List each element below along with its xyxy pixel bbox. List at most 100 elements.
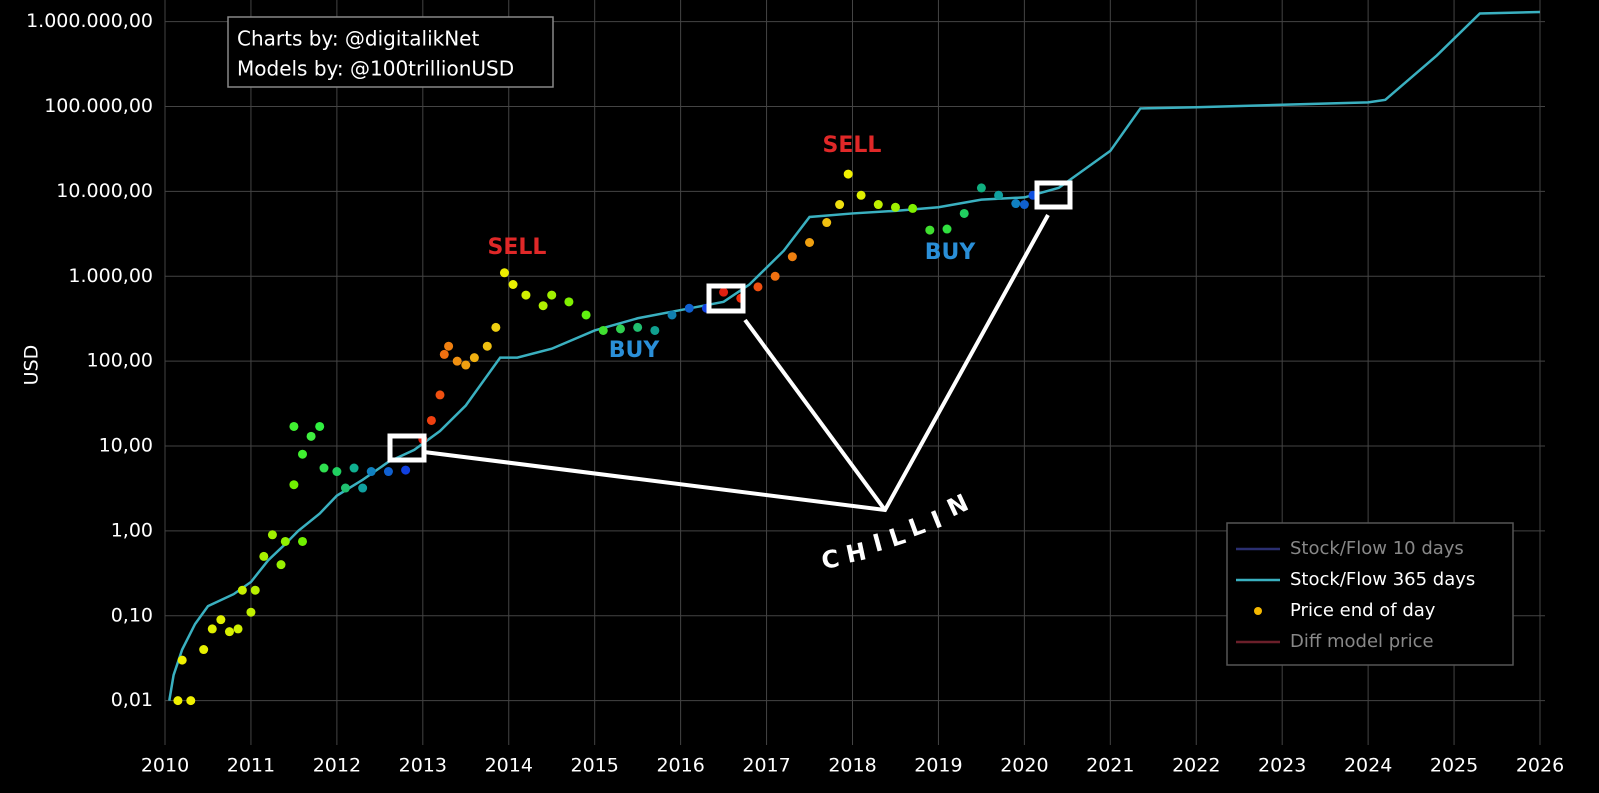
- price-point: [843, 169, 853, 179]
- price-point: [383, 467, 393, 477]
- x-tick-label: 2013: [399, 755, 447, 777]
- x-tick-label: 2021: [1086, 755, 1134, 777]
- price-point: [491, 322, 501, 332]
- price-point: [289, 421, 299, 431]
- x-tick-label: 2024: [1344, 755, 1392, 777]
- x-tick-label: 2016: [656, 755, 704, 777]
- price-point: [650, 325, 660, 335]
- price-point: [289, 480, 299, 490]
- price-point: [319, 463, 329, 473]
- price-point: [461, 360, 471, 370]
- price-point: [598, 325, 608, 335]
- price-point: [358, 483, 368, 493]
- price-point: [349, 463, 359, 473]
- credit-box: Charts by: @digitalikNet Models by: @100…: [227, 16, 554, 88]
- price-point: [508, 279, 518, 289]
- price-point: [925, 225, 935, 235]
- price-point: [280, 536, 290, 546]
- price-point: [787, 252, 797, 262]
- y-tick-label: 0,10: [111, 604, 153, 626]
- price-point: [315, 421, 325, 431]
- price-point: [452, 356, 462, 366]
- price-point: [298, 449, 307, 459]
- legend-label: Diff model price: [1290, 631, 1434, 652]
- price-point: [199, 645, 209, 655]
- y-tick-label: 1,00: [111, 519, 153, 541]
- y-tick-label: 10.000,00: [56, 180, 153, 202]
- price-point: [177, 655, 187, 665]
- x-tick-label: 2014: [485, 755, 533, 777]
- price-point: [499, 268, 509, 278]
- price-point: [856, 190, 866, 200]
- x-tick-label: 2025: [1430, 755, 1478, 777]
- price-point: [306, 431, 316, 441]
- price-point: [753, 282, 763, 292]
- x-tick-label: 2012: [313, 755, 361, 777]
- y-tick-label: 100,00: [87, 350, 153, 372]
- price-point: [233, 624, 243, 634]
- price-point: [633, 322, 643, 332]
- annotation-box: [706, 283, 746, 314]
- price-point: [207, 624, 217, 634]
- x-tick-label: 2020: [1000, 755, 1048, 777]
- x-tick-label: 2019: [914, 755, 962, 777]
- price-point: [1019, 200, 1029, 210]
- price-point: [959, 208, 969, 218]
- price-point: [224, 627, 234, 637]
- credit-line: Charts by: @digitalikNet: [237, 27, 479, 51]
- y-axis-label: USD: [21, 345, 43, 386]
- x-tick-label: 2011: [227, 755, 275, 777]
- x-tick-label: 2018: [828, 755, 876, 777]
- line-series: [168, 10, 1541, 701]
- price-point: [426, 415, 436, 425]
- x-tick-label: 2023: [1258, 755, 1306, 777]
- price-point: [267, 530, 277, 540]
- price-point: [805, 238, 815, 248]
- price-point: [237, 585, 247, 595]
- legend-label: Price end of day: [1290, 600, 1436, 621]
- price-point: [547, 290, 557, 300]
- x-tick-label: 2017: [742, 755, 790, 777]
- chillin-label: CHILLIN: [819, 489, 972, 575]
- x-tick-label: 2015: [571, 755, 619, 777]
- price-point: [890, 202, 900, 212]
- price-point: [770, 271, 780, 281]
- price-point: [186, 696, 196, 706]
- buy-label: BUY: [609, 338, 661, 363]
- price-point: [873, 200, 883, 210]
- price-point: [581, 310, 591, 320]
- price-point: [444, 341, 454, 351]
- price-point: [332, 467, 342, 477]
- x-tick-label: 2026: [1516, 755, 1564, 777]
- buy-label: BUY: [925, 240, 977, 265]
- price-point: [469, 353, 479, 363]
- price-point: [482, 341, 492, 351]
- sell-label: SELL: [823, 133, 882, 158]
- y-tick-label: 1.000,00: [68, 265, 153, 287]
- price-point: [173, 696, 183, 706]
- price-point: [298, 536, 307, 546]
- price-point: [538, 301, 548, 311]
- sell-label: SELL: [488, 235, 547, 260]
- legend-label: Stock/Flow 365 days: [1290, 569, 1475, 590]
- credit-line: Models by: @100trillionUSD: [237, 57, 514, 81]
- y-tick-label: 0,01: [111, 689, 153, 711]
- credit-frame: [227, 16, 554, 88]
- legend-swatch: [1254, 607, 1262, 615]
- price-point: [276, 560, 286, 570]
- x-tick-label: 2010: [141, 755, 189, 777]
- y-tick-label: 100.000,00: [44, 95, 153, 117]
- price-point: [521, 290, 531, 300]
- legend: Stock/Flow 10 days Stock/Flow 365 days Pri…: [1226, 522, 1514, 666]
- price-point: [259, 551, 269, 561]
- price-point: [667, 310, 677, 320]
- price-point: [564, 297, 574, 307]
- price-point: [216, 615, 226, 625]
- annotation-shapes: [387, 180, 1073, 513]
- price-point: [246, 607, 256, 617]
- annotation-box: [387, 433, 427, 463]
- grid: 0,01 0,10 1,00 10,00 100,00 1.000,00 10.000,00…: [26, 0, 1564, 777]
- y-tick-label: 1.000.000,00: [26, 10, 153, 32]
- price-point: [439, 349, 449, 359]
